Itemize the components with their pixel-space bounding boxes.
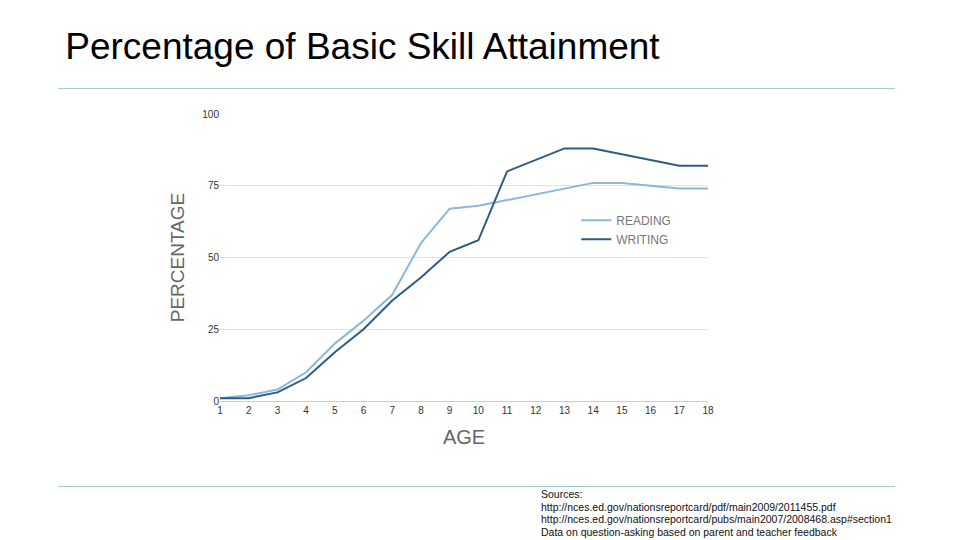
svg-text:14: 14 — [588, 405, 600, 416]
svg-text:13: 13 — [559, 405, 571, 416]
svg-text:Percentage of Basic Skill Atta: Percentage of Basic Skill Attainment — [65, 26, 660, 67]
html-text:Data on question-asking based: Data on question-asking based on parent … — [541, 525, 837, 538]
svg-text:5: 5 — [332, 405, 338, 416]
html-text:http://nces.ed.gov/nationsrepo: http://nces.ed.gov/nationsreportcard/pdf… — [541, 500, 836, 513]
svg-text:50: 50 — [208, 252, 220, 263]
svg-text:AGE: AGE — [443, 426, 485, 448]
svg-text:16: 16 — [645, 405, 657, 416]
svg-text:7: 7 — [389, 405, 395, 416]
svg-text:12: 12 — [530, 405, 542, 416]
svg-text:17: 17 — [674, 405, 686, 416]
svg-text:25: 25 — [208, 324, 220, 335]
svg-text:0: 0 — [213, 396, 219, 407]
svg-text:2: 2 — [246, 405, 252, 416]
svg-text:75: 75 — [208, 180, 220, 191]
svg-text:18: 18 — [702, 405, 714, 416]
svg-text:WRITING: WRITING — [616, 233, 668, 247]
svg-text:10: 10 — [473, 405, 485, 416]
svg-text:6: 6 — [361, 405, 367, 416]
svg-text:8: 8 — [418, 405, 424, 416]
html-text:http://nces.ed.gov/nationsrepo: http://nces.ed.gov/nationsreportcard/pub… — [541, 513, 892, 525]
svg-text:PERCENTAGE: PERCENTAGE — [167, 193, 188, 323]
svg-text:11: 11 — [502, 405, 513, 416]
svg-text:4: 4 — [303, 405, 309, 416]
svg-text:READING: READING — [616, 214, 671, 228]
svg-text:3: 3 — [275, 405, 281, 416]
svg-text:1: 1 — [217, 405, 223, 416]
html-text:Sources:: Sources: — [541, 488, 583, 500]
svg-text:15: 15 — [616, 405, 628, 416]
svg-text:9: 9 — [447, 405, 453, 416]
svg-text:100: 100 — [202, 109, 219, 120]
